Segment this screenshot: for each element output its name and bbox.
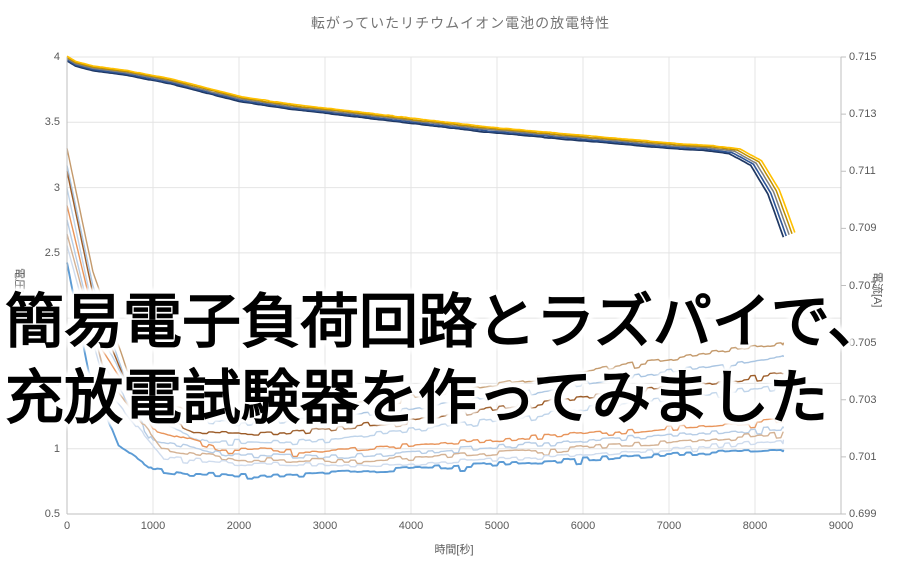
y-right-tick-label: 0.711: [849, 165, 876, 178]
x-tick-label: 9000: [828, 520, 854, 532]
y-left-tick-label: 2.5: [44, 246, 60, 259]
x-tick-label: 2000: [226, 520, 252, 532]
y-left-tick-label: 1: [53, 442, 60, 455]
x-tick-label: 6000: [570, 520, 596, 532]
series-line-current-run-8: [66, 245, 785, 468]
x-tick-label: 5000: [484, 520, 510, 532]
overlay-caption-line-1: 簡易電子負荷回路とラズパイで、: [5, 289, 887, 355]
series-line-current-run-5: [66, 205, 785, 458]
y-right-tick-label: 0.701: [849, 450, 877, 463]
series-line-voltage-run-5: [66, 55, 796, 233]
x-tick-label: 7000: [656, 520, 682, 532]
x-tick-label: 1000: [140, 520, 166, 532]
y-right-tick-label: 0.703: [849, 393, 877, 406]
y-right-tick-label: 0.713: [849, 108, 877, 121]
y-left-tick-label: 3.5: [44, 116, 60, 129]
series-line-voltage-run-1: [66, 60, 785, 238]
y-right-tick-label: 0.709: [849, 222, 877, 235]
series-line-current-run-7: [66, 233, 784, 465]
x-tick-label: 3000: [312, 520, 338, 532]
series-line-current-run-1: [66, 148, 785, 417]
chart-title: 転がっていたリチウムイオン電池の放電特性: [310, 15, 611, 31]
series-line-current-run-6: [66, 219, 785, 459]
y-left-tick-label: 2: [53, 312, 60, 325]
overlay-caption-line-2: 充放電試験器を作ってみました: [5, 365, 829, 431]
series-line-voltage-run-2: [66, 59, 787, 237]
series-line-current-run-9: [66, 262, 785, 480]
x-tick-label: 8000: [742, 520, 768, 532]
y-left-tick-label: 0.5: [44, 508, 60, 520]
y-left-tick-label: 3: [53, 181, 60, 194]
series-line-current-run-2: [66, 165, 785, 427]
overlay-caption: 簡易電子負荷回路とラズパイで、 充放電試験器を作ってみました: [5, 284, 921, 436]
y-left-tick-label: 1.5: [44, 377, 60, 390]
y-right-tick-label: 0.707: [849, 279, 877, 292]
series-line-current-run-3: [66, 171, 784, 436]
series-line-current-run-4: [66, 188, 785, 446]
series-line-voltage-run-4: [66, 56, 793, 234]
x-axis-label: 時間[秒]: [434, 544, 474, 556]
y-left-tick-label: 4: [53, 51, 60, 63]
y-right-tick-label: 0.715: [849, 51, 877, 63]
y-right-tick-label: 0.699: [849, 508, 877, 520]
x-tick-label: 0: [63, 520, 71, 532]
x-tick-label: 4000: [398, 520, 424, 532]
series-line-voltage-run-3: [66, 57, 790, 236]
y-right-tick-label: 0.705: [849, 336, 877, 349]
